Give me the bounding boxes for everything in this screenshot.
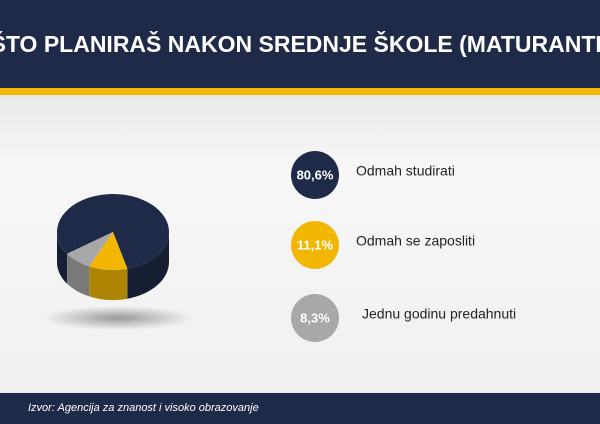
value-label: 8,3%: [300, 310, 330, 325]
slice-side: [127, 232, 169, 299]
slice: [67, 232, 113, 267]
pie-shadow: [43, 306, 193, 330]
slice: [57, 194, 170, 269]
header: [0, 0, 600, 88]
chart-title: ŠTO PLANIRAŠ NAKON SREDNJE ŠKOLE (MATURA…: [0, 30, 600, 57]
legend-label: Jednu godinu predahnuti: [362, 306, 516, 322]
value-label: 80,6%: [297, 167, 334, 182]
source: Izvor: Agencija za znanost i visoko obra…: [28, 402, 259, 414]
footer: [0, 393, 600, 424]
slice: [89, 232, 128, 270]
slice-side: [89, 266, 128, 300]
header-stripe: [0, 88, 600, 95]
value-label: 11,1%: [297, 237, 334, 252]
legend-marker: [291, 221, 339, 269]
legend-marker: [291, 151, 339, 199]
legend-label: Odmah studirati: [356, 163, 455, 179]
slice-side: [57, 232, 68, 284]
slice-side: [67, 253, 90, 297]
legend-label: Odmah se zaposliti: [356, 233, 475, 249]
legend-marker: [291, 294, 339, 342]
